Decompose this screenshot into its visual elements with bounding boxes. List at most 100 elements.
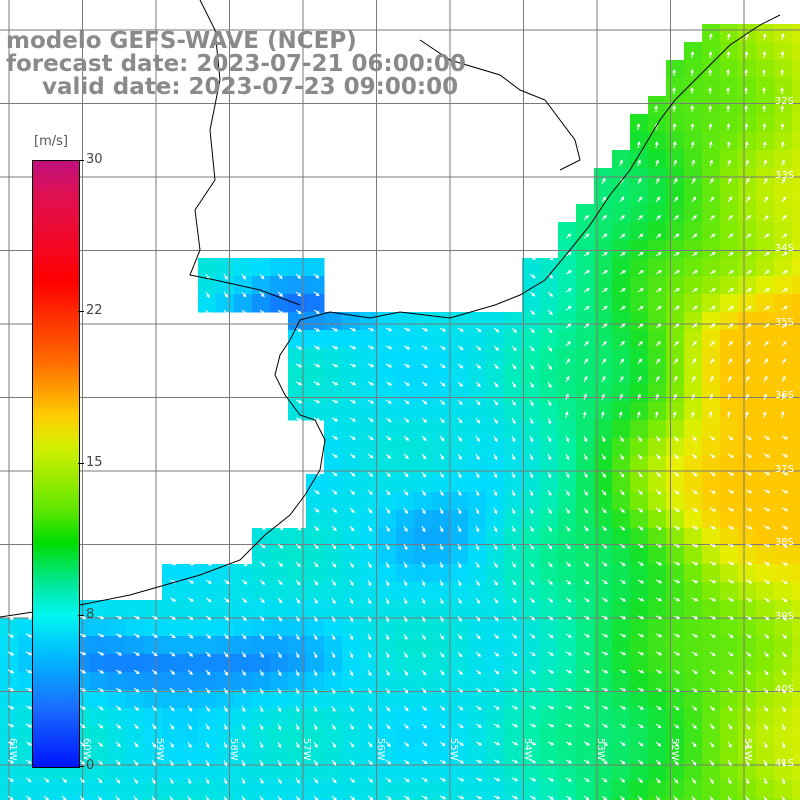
wind-speed-cell: [288, 636, 307, 655]
wind-speed-cell: [324, 384, 343, 403]
wind-arrow: [601, 435, 606, 443]
wind-arrow: [690, 86, 694, 95]
wind-arrow: [673, 306, 680, 311]
wind-arrow: [331, 417, 339, 422]
wind-speed-cell: [450, 582, 469, 601]
wind-arrow: [259, 273, 265, 280]
wind-arrow: [781, 759, 786, 767]
wind-arrow: [457, 759, 465, 764]
wind-arrow: [385, 795, 392, 800]
wind-arrow: [313, 669, 318, 677]
wind-arrow: [583, 777, 590, 782]
wind-speed-cell: [720, 636, 739, 655]
wind-speed-cell: [792, 456, 800, 475]
wind-speed-cell: [756, 708, 775, 727]
longitude-label: 56W: [374, 738, 386, 761]
wind-arrow: [439, 597, 444, 605]
wind-speed-cell: [216, 276, 235, 295]
wind-arrow: [313, 777, 319, 784]
wind-speed-cell: [342, 672, 361, 691]
wind-arrow: [709, 759, 714, 766]
wind-arrow: [421, 723, 428, 729]
wind-speed-cell: [684, 654, 703, 673]
wind-arrow: [367, 345, 375, 350]
wind-speed-cell: [450, 510, 469, 529]
wind-speed-cell: [792, 744, 800, 763]
wind-arrow: [97, 633, 105, 638]
wind-arrow: [403, 687, 409, 694]
wind-arrow: [673, 453, 679, 460]
wind-arrow: [457, 633, 463, 640]
wind-speed-cell: [666, 798, 685, 800]
wind-speed-cell: [108, 762, 127, 781]
wind-speed-cell: [360, 312, 379, 331]
wind-arrow: [259, 543, 266, 549]
wind-arrow: [565, 525, 571, 532]
wind-speed-cell: [324, 708, 343, 727]
wind-speed-cell: [324, 366, 343, 385]
wind-speed-cell: [414, 474, 433, 493]
wind-arrow: [331, 345, 339, 350]
wind-arrow: [313, 345, 321, 350]
wind-speed-cell: [468, 726, 487, 745]
wind-speed-cell: [234, 744, 253, 763]
wind-arrow: [619, 196, 625, 203]
wind-speed-cell: [702, 780, 721, 799]
wind-speed-cell: [774, 708, 793, 727]
wind-speed-cell: [198, 636, 217, 655]
wind-speed-cell: [522, 582, 541, 601]
wind-speed-cell: [576, 420, 595, 439]
wind-speed-cell: [630, 456, 649, 475]
wind-speed-cell: [576, 582, 595, 601]
latitude-label: 32S: [774, 96, 794, 107]
wind-speed-cell: [648, 564, 667, 583]
wind-speed-cell: [558, 348, 577, 367]
wind-arrow: [547, 345, 553, 352]
wind-speed-cell: [630, 240, 649, 259]
wind-speed-cell: [522, 330, 541, 349]
wind-speed-cell: [198, 762, 217, 781]
wind-speed-cell: [774, 492, 793, 511]
wind-speed-cell: [792, 672, 800, 691]
wind-speed-cell: [432, 474, 451, 493]
wind-speed-cell: [162, 726, 181, 745]
wind-speed-cell: [738, 492, 757, 511]
wind-arrow: [691, 159, 695, 167]
wind-speed-cell: [702, 96, 721, 115]
wind-speed-cell: [126, 654, 145, 673]
wind-speed-cell: [756, 546, 775, 565]
wind-speed-cell: [468, 672, 487, 691]
wind-speed-cell: [414, 600, 433, 619]
wind-arrow: [115, 759, 121, 766]
wind-arrow: [115, 633, 123, 638]
wind-arrow: [780, 141, 785, 149]
wind-speed-cell: [144, 780, 163, 799]
wind-speed-cell: [234, 618, 253, 637]
wind-speed-cell: [666, 204, 685, 223]
wind-speed-cell: [450, 708, 469, 727]
wind-arrow: [655, 453, 661, 460]
wind-speed-cell: [252, 564, 271, 583]
wind-speed-cell: [756, 636, 775, 655]
wind-speed-cell: [558, 636, 577, 655]
wind-arrow: [745, 615, 752, 620]
wind-speed-cell: [468, 546, 487, 565]
wind-speed-cell: [792, 96, 800, 115]
wind-speed-cell: [324, 672, 343, 691]
wind-arrow: [583, 358, 589, 365]
wind-arrow: [403, 363, 411, 368]
wind-speed-cell: [612, 348, 631, 367]
colorbar-tick-mark: [78, 311, 84, 312]
wind-speed-cell: [594, 240, 613, 259]
wind-arrow: [169, 615, 176, 620]
wind-speed-cell: [738, 546, 757, 565]
wind-speed-cell: [612, 690, 631, 709]
wind-speed-cell: [288, 546, 307, 565]
wind-speed-cell: [18, 690, 37, 709]
wind-speed-cell: [684, 222, 703, 241]
wind-arrow: [763, 288, 770, 293]
wind-arrow: [727, 306, 734, 311]
wind-arrow: [313, 273, 320, 279]
wind-speed-cell: [396, 492, 415, 511]
wind-speed-cell: [342, 762, 361, 781]
